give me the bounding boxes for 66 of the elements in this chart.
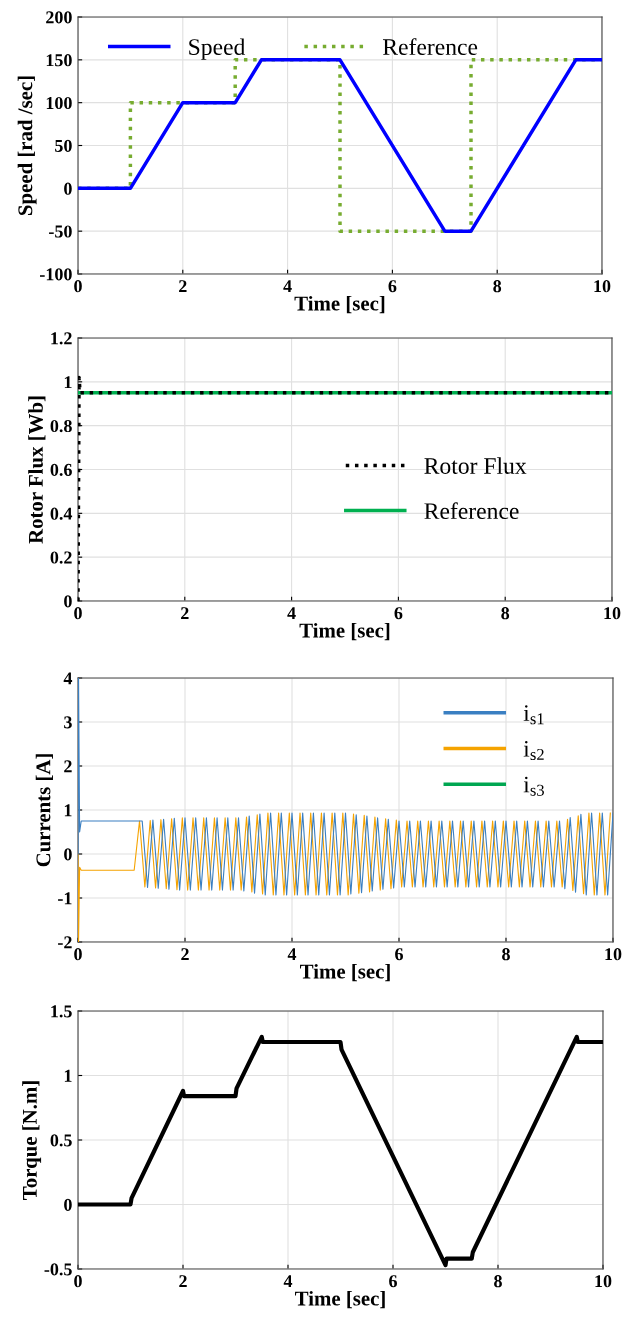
x-tick-label: 0 [74,280,82,293]
y-tick-label: 1 [64,804,72,817]
y-tick-label: 100 [46,96,72,110]
x-tick-label: 6 [395,948,403,961]
y-tick-label: 1 [64,376,72,389]
x-tick-label: 8 [502,948,510,961]
legend-label: Reference [424,502,519,520]
x-tick-label: 4 [287,607,296,620]
y-axis-title: Torque [N.m] [22,1081,42,1200]
x-tick-label: 10 [604,607,621,620]
x-tick-label: 8 [501,607,510,620]
x-tick-label: 2 [181,948,189,961]
x-axis-title: Time [sec] [295,1290,385,1309]
line-series [78,58,602,233]
x-tick-label: 8 [494,1275,502,1288]
y-tick-label: 0.4 [50,507,73,520]
y-tick-label: 4 [63,672,73,685]
y-tick-label: 0 [64,848,72,861]
y-axis-title: Speed [rad /sec] [17,76,37,215]
legend-label: Reference [382,38,478,56]
x-tick-label: 2 [179,280,187,293]
y-tick-label: 0.5 [50,1134,72,1147]
x-axis-title: Time [sec] [294,295,385,314]
y-tick-label: -50 [49,225,72,238]
y-tick-label: 0 [64,595,72,608]
y-tick-label: 0.8 [50,419,72,433]
x-tick-label: 0 [74,607,82,620]
x-tick-label: 0 [74,1275,82,1288]
y-tick-label: 1.5 [51,1005,72,1018]
x-tick-label: 0 [74,948,82,961]
y-tick-label: -1 [58,892,72,905]
x-axis-title: Time [sec] [300,963,390,982]
y-tick-label: -100 [40,268,72,281]
legend-label: i$_{s2}$ [523,740,544,761]
x-tick-label: 2 [181,607,189,620]
x-tick-label: 10 [594,280,611,293]
y-tick-label: -2 [58,936,72,949]
legend-label: Speed [189,38,246,60]
x-tick-label: 4 [283,280,292,293]
x-tick-label: 2 [179,1275,187,1288]
y-tick-label: 0 [64,182,72,195]
y-tick-label: 0.2 [50,551,72,564]
y-tick-label: 0.6 [50,463,72,477]
x-axis-title: Time [sec] [299,622,390,641]
x-tick-label: 4 [287,948,297,961]
y-tick-label: 3 [64,716,72,729]
y-tick-label: 0 [64,1198,72,1211]
y-tick-label: 1 [64,1069,72,1082]
y-axis-title: Rotor Flux [Wb] [28,396,46,544]
x-tick-label: 4 [283,1275,293,1288]
x-tick-label: 8 [493,280,502,293]
x-tick-label: 10 [605,948,622,961]
y-axis-title: Currents [A] [35,754,53,867]
y-tick-label: -0.5 [44,1263,72,1276]
x-tick-label: 6 [394,607,403,620]
y-tick-label: 200 [46,11,72,24]
legend-label: i$_{s3}$ [523,776,544,796]
y-tick-label: 50 [55,139,72,152]
y-tick-label: 2 [64,760,72,773]
legend-label: i$_{s1}$ [523,705,544,725]
y-tick-label: 1.2 [51,332,72,345]
x-tick-label: 10 [595,1275,612,1288]
x-tick-label: 6 [388,280,397,293]
legend-label: Rotor Flux [424,457,527,474]
x-tick-label: 6 [389,1275,397,1288]
y-tick-label: 150 [46,54,72,67]
